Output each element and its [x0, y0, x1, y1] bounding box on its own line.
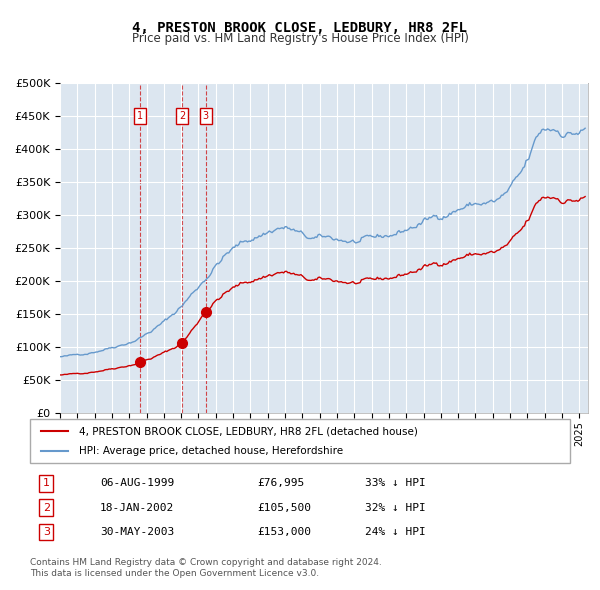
Text: 24% ↓ HPI: 24% ↓ HPI	[365, 527, 425, 537]
Text: 4, PRESTON BROOK CLOSE, LEDBURY, HR8 2FL: 4, PRESTON BROOK CLOSE, LEDBURY, HR8 2FL	[133, 21, 467, 35]
Text: £76,995: £76,995	[257, 478, 304, 488]
Text: 3: 3	[43, 527, 50, 537]
Text: 1: 1	[43, 478, 50, 488]
Text: 4, PRESTON BROOK CLOSE, LEDBURY, HR8 2FL (detached house): 4, PRESTON BROOK CLOSE, LEDBURY, HR8 2FL…	[79, 427, 418, 436]
Text: £105,500: £105,500	[257, 503, 311, 513]
Text: 1: 1	[137, 111, 143, 120]
Text: 06-AUG-1999: 06-AUG-1999	[100, 478, 175, 488]
Text: HPI: Average price, detached house, Herefordshire: HPI: Average price, detached house, Here…	[79, 446, 343, 455]
Text: Price paid vs. HM Land Registry's House Price Index (HPI): Price paid vs. HM Land Registry's House …	[131, 32, 469, 45]
Text: 18-JAN-2002: 18-JAN-2002	[100, 503, 175, 513]
Text: 30-MAY-2003: 30-MAY-2003	[100, 527, 175, 537]
Text: This data is licensed under the Open Government Licence v3.0.: This data is licensed under the Open Gov…	[30, 569, 319, 578]
Text: 3: 3	[203, 111, 209, 120]
Text: Contains HM Land Registry data © Crown copyright and database right 2024.: Contains HM Land Registry data © Crown c…	[30, 558, 382, 566]
Text: 32% ↓ HPI: 32% ↓ HPI	[365, 503, 425, 513]
Text: 33% ↓ HPI: 33% ↓ HPI	[365, 478, 425, 488]
Text: £153,000: £153,000	[257, 527, 311, 537]
Text: 2: 2	[179, 111, 185, 120]
FancyBboxPatch shape	[30, 419, 570, 463]
Text: 2: 2	[43, 503, 50, 513]
